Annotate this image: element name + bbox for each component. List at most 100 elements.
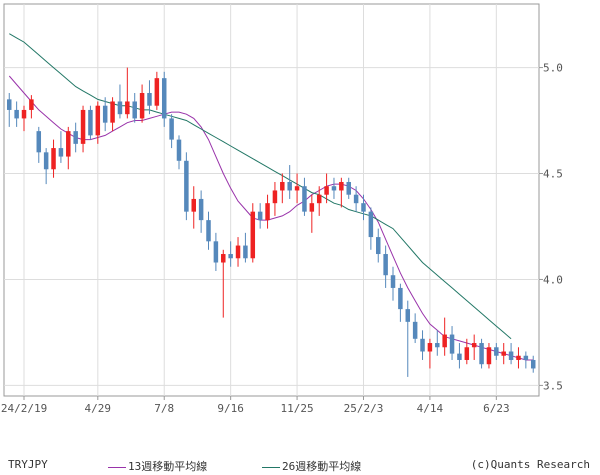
candle xyxy=(331,177,337,199)
candle xyxy=(88,105,93,140)
candle xyxy=(302,177,307,216)
candle-body xyxy=(221,254,226,263)
candle-body xyxy=(287,181,292,191)
candle-body xyxy=(464,347,470,360)
candle xyxy=(21,105,27,132)
candle-body xyxy=(235,245,241,259)
candle xyxy=(221,249,226,318)
grid-layer xyxy=(4,4,539,396)
candle-body xyxy=(427,343,433,352)
x-tick-label: 7/8 xyxy=(154,402,174,415)
candle-body xyxy=(265,203,270,221)
candle-body xyxy=(206,220,211,242)
candle xyxy=(494,343,499,360)
legend-ma13-label: 13週移動平均線 xyxy=(128,460,208,473)
candle-body xyxy=(339,181,344,191)
candle-body xyxy=(139,92,145,119)
candle xyxy=(435,330,440,356)
candle xyxy=(361,194,366,221)
chart-footer: TRYJPY 13週移動平均線 26週移動平均線 (c)Quants Resea… xyxy=(0,452,600,474)
candle xyxy=(250,203,256,263)
candle xyxy=(110,97,115,132)
candle xyxy=(7,92,12,127)
candle-body xyxy=(257,211,263,221)
candle xyxy=(280,173,285,204)
candlestick-chart: 3.5 4.0 4.5 5.0 24/2/19 4/29 7/8 9/16 11/25 25/2/… xyxy=(1,3,563,415)
candle-body xyxy=(331,186,337,191)
candle xyxy=(243,232,248,263)
candle-body xyxy=(442,334,447,348)
legend-ma13-swatch xyxy=(108,466,126,468)
candle-body xyxy=(294,186,300,191)
candle-body xyxy=(243,245,248,259)
candle xyxy=(125,67,130,119)
candle xyxy=(80,105,86,153)
candle xyxy=(516,347,521,369)
candle-body xyxy=(398,287,403,310)
candle-body xyxy=(523,355,529,360)
candle-body xyxy=(486,347,492,365)
candle xyxy=(213,232,219,271)
candle-body xyxy=(376,237,381,255)
candle xyxy=(184,152,189,221)
candle xyxy=(132,92,137,123)
candle xyxy=(265,194,270,229)
candle-body xyxy=(161,78,167,119)
candle-body xyxy=(457,353,462,360)
candle xyxy=(235,237,241,267)
candle-body xyxy=(383,254,388,276)
candle xyxy=(198,190,204,233)
plot-background xyxy=(3,3,540,397)
candle xyxy=(147,80,152,115)
candle xyxy=(376,228,381,263)
candle xyxy=(257,203,263,229)
candle xyxy=(398,283,403,322)
candle xyxy=(169,114,174,149)
candle-body xyxy=(66,131,71,157)
candle xyxy=(449,326,455,360)
candle-body xyxy=(494,347,499,356)
candle xyxy=(51,139,56,178)
candle xyxy=(501,343,506,365)
candle-body xyxy=(147,92,152,106)
candle xyxy=(58,131,64,163)
candle-body xyxy=(176,139,182,161)
candle-body xyxy=(125,101,130,115)
candle xyxy=(353,186,359,212)
candle-body xyxy=(14,109,19,119)
candle-body xyxy=(80,109,86,144)
legend-ma26: 26週移動平均線 xyxy=(262,458,361,474)
y-tick-label: 3.5 xyxy=(543,379,563,392)
candle-body xyxy=(508,351,514,360)
x-tick-label: 4/29 xyxy=(85,402,112,415)
candle xyxy=(66,126,71,170)
candle xyxy=(316,186,322,216)
candle xyxy=(272,181,278,216)
candle xyxy=(508,343,514,365)
candle xyxy=(464,338,470,365)
candle xyxy=(154,71,160,110)
y-tick-label: 4.0 xyxy=(543,273,563,286)
candle-body xyxy=(309,203,315,212)
candle xyxy=(43,148,49,185)
candle-body xyxy=(110,101,115,123)
candle xyxy=(294,173,300,204)
candle-body xyxy=(516,355,521,360)
candle-body xyxy=(51,148,56,170)
legend-ma26-label: 26週移動平均線 xyxy=(282,460,362,473)
candle-body xyxy=(21,109,27,119)
candle xyxy=(176,135,182,170)
candle-layer xyxy=(7,67,536,377)
candle-body xyxy=(191,198,196,212)
credit-label: (c)Quants Research xyxy=(470,458,590,471)
candle xyxy=(405,300,411,377)
candle xyxy=(95,101,101,144)
candle-body xyxy=(316,194,322,204)
candle xyxy=(73,122,78,153)
candle-body xyxy=(73,131,78,144)
candle-body xyxy=(346,181,351,195)
legend-ma13: 13週移動平均線 xyxy=(108,458,207,474)
candle xyxy=(479,338,484,369)
candle xyxy=(457,343,462,369)
legend-ma26-swatch xyxy=(262,466,280,468)
